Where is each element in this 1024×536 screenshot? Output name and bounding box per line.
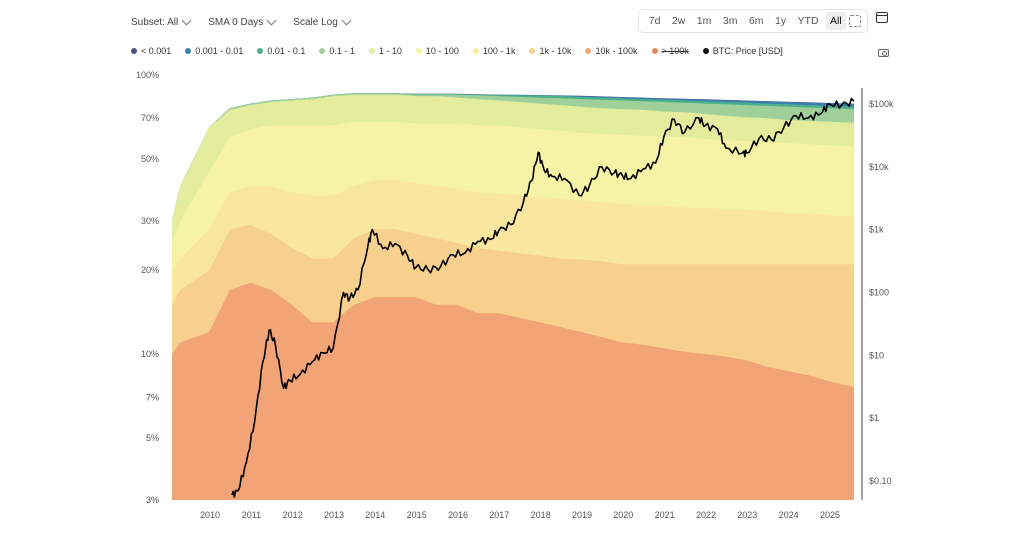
camera-icon[interactable] [878, 49, 889, 57]
y2-tick-label: $10k [869, 162, 889, 172]
x-tick-label: 2019 [572, 510, 592, 520]
legend-label: 1 - 10 [378, 46, 402, 56]
y-tick-label: 70% [141, 113, 159, 123]
legend-item[interactable]: < 0.001 [131, 46, 171, 56]
legend-item[interactable]: 10k - 100k [585, 46, 638, 56]
legend-dot-icon [319, 48, 326, 54]
y-tick-label: 30% [141, 216, 159, 226]
legend-label: 1k - 10k [539, 46, 572, 56]
x-tick-label: 2014 [365, 510, 385, 520]
scale-dropdown[interactable]: Scale Log [293, 15, 352, 28]
subset-label: Subset: All [131, 16, 179, 28]
subset-dropdown[interactable]: Subset: All [131, 15, 192, 28]
legend-item[interactable]: 100 - 1k [472, 46, 516, 56]
legend-label: BTC: Price [USD] [712, 46, 783, 56]
range-2w[interactable]: 2w [671, 15, 686, 27]
legend: < 0.001 0.001 - 0.01 0.01 - 0.1 0.1 - 1 1 - … [131, 44, 783, 58]
legend-item[interactable]: > 100k [651, 46, 689, 56]
legend-item[interactable]: 1 - 10 [368, 46, 402, 56]
x-axis: 2010 2011 2012 2013 2014 2015 2016 2017 2018 2019… [200, 510, 840, 520]
x-tick-label: 2015 [407, 510, 427, 520]
calendar-icon[interactable] [876, 12, 888, 23]
x-tick-label: 2018 [531, 510, 551, 520]
scale-label: Scale Log [293, 16, 338, 28]
y2-tick-label: $10 [869, 350, 884, 360]
range-6m[interactable]: 6m [748, 15, 764, 27]
y2-tick-label: $100 [869, 288, 889, 298]
sma-label: SMA 0 Days [208, 16, 264, 28]
y-tick-label: 5% [146, 433, 159, 443]
time-range-selector: 7d 2w 1m 3m 6m 1y YTD All [638, 9, 868, 33]
legend-dot-icon [131, 48, 137, 54]
zoom-select-icon[interactable] [849, 15, 862, 27]
x-tick-label: 2024 [779, 510, 799, 520]
range-ytd[interactable]: YTD [797, 15, 819, 27]
range-3m[interactable]: 3m [722, 15, 738, 27]
legend-dot-icon [702, 48, 709, 54]
x-tick-label: 2022 [696, 510, 716, 520]
sma-dropdown[interactable]: SMA 0 Days [208, 15, 277, 28]
x-tick-label: 2010 [200, 510, 220, 520]
x-tick-label: 2021 [655, 510, 675, 520]
area-10k-100k [172, 282, 854, 500]
legend-dot-icon [257, 48, 264, 54]
y-tick-label: 50% [141, 154, 159, 164]
y2-tick-label: $100k [869, 99, 894, 109]
legend-dot-icon [472, 48, 479, 54]
legend-label: 0.1 - 1 [329, 46, 355, 56]
y-tick-label: 10% [141, 349, 159, 359]
legend-dot-icon [529, 48, 536, 54]
legend-label: 10k - 100k [595, 46, 638, 56]
legend-dot-icon [185, 48, 192, 54]
legend-label: < 0.001 [141, 46, 172, 56]
x-tick-label: 2017 [489, 510, 509, 520]
legend-item[interactable]: 0.01 - 0.1 [257, 46, 305, 56]
range-1y[interactable]: 1y [774, 15, 787, 27]
y2-tick-label: $1k [869, 225, 884, 235]
x-tick-label: 2020 [613, 510, 633, 520]
range-7d[interactable]: 7d [648, 15, 661, 27]
y-tick-label: 20% [141, 265, 159, 275]
legend-item[interactable]: 0.001 - 0.01 [185, 46, 243, 56]
toolbar: Subset: All SMA 0 Days Scale Log [131, 12, 352, 32]
x-tick-label: 2016 [448, 510, 468, 520]
y-tick-label: 7% [146, 392, 159, 402]
legend-label: 0.01 - 0.1 [267, 46, 306, 56]
x-tick-label: 2023 [737, 510, 757, 520]
legend-item[interactable]: 10 - 100 [415, 46, 459, 56]
legend-item[interactable]: 1k - 10k [529, 46, 571, 56]
x-tick-label: 2011 [242, 510, 261, 520]
legend-dot-icon [415, 48, 422, 54]
x-tick-label: 2013 [324, 510, 344, 520]
btc-price-line [231, 97, 855, 498]
y2-tick-label: $1 [869, 413, 879, 423]
range-1m[interactable]: 1m [696, 15, 712, 27]
left-axis: 100% 70% 50% 30% 20% 10% 7% 5% 3% [136, 70, 159, 505]
legend-item[interactable]: BTC: Price [USD] [702, 46, 783, 56]
legend-label: > 100k [661, 46, 689, 56]
legend-dot-icon [368, 48, 375, 54]
x-tick-label: 2012 [283, 510, 303, 520]
right-axis: $100k $10k $1k $100 $10 $1 $0.10 [869, 99, 894, 486]
y2-tick-label: $0.10 [869, 476, 892, 486]
area-layers [172, 93, 854, 501]
range-all[interactable]: All [826, 12, 846, 30]
legend-label: 100 - 1k [482, 46, 516, 56]
y-tick-label: 100% [136, 70, 159, 80]
legend-item[interactable]: 0.1 - 1 [319, 46, 355, 56]
legend-dot-icon [585, 48, 592, 54]
legend-dot-icon [651, 48, 658, 54]
legend-label: 0.001 - 0.01 [195, 46, 244, 56]
legend-label: 10 - 100 [425, 46, 459, 56]
y-tick-label: 3% [146, 495, 159, 505]
x-tick-label: 2025 [820, 510, 840, 520]
